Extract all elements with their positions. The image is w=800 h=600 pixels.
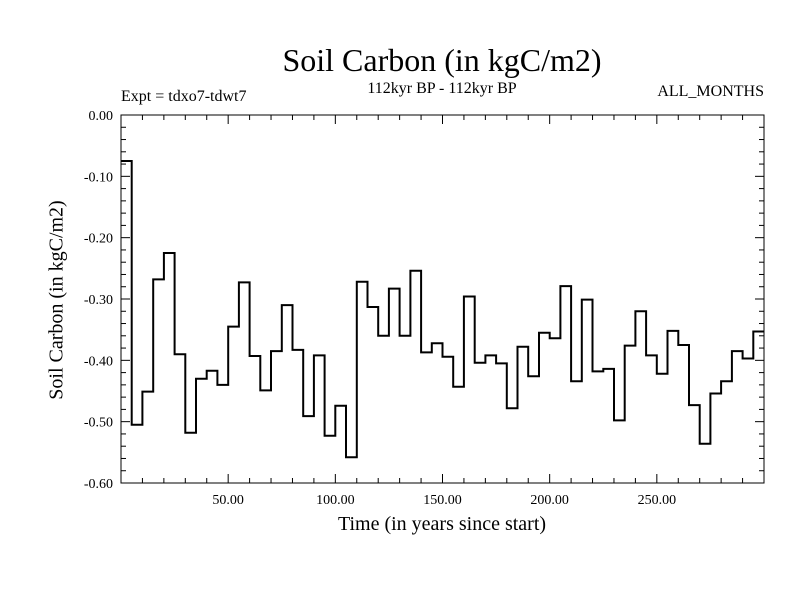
y-tick-label: -0.50 [84,416,113,431]
x-axis-label: Time (in years since start) [337,513,547,535]
experiment-label: Expt = tdxo7-tdwt7 [121,88,247,105]
y-tick-label: -0.40 [84,354,113,369]
y-tick-label: -0.10 [84,170,113,185]
x-tick-label: 50.00 [212,493,244,508]
chart-title: Soil Carbon (in kgC/m2) [282,42,602,78]
chart-subtitle: 112kyr BP - 112kyr BP [367,80,517,97]
series-line [121,160,764,459]
x-tick-label: 250.00 [638,493,677,508]
plot-frame [120,114,765,484]
x-tick-label: 200.00 [530,493,569,508]
tick-labels: 50.00 100.00 150.00 200.00 250.00 0.00 -0.10 -0… [84,109,676,508]
y-tick-label: 0.00 [89,109,114,124]
axis-ticks [121,115,764,483]
period-label: ALL_MONTHS [657,83,764,100]
x-tick-label: 100.00 [316,493,355,508]
y-tick-label: -0.30 [84,293,113,308]
y-tick-label: -0.20 [84,232,113,247]
y-tick-label: -0.60 [84,477,113,492]
x-tick-label: 150.00 [423,493,462,508]
